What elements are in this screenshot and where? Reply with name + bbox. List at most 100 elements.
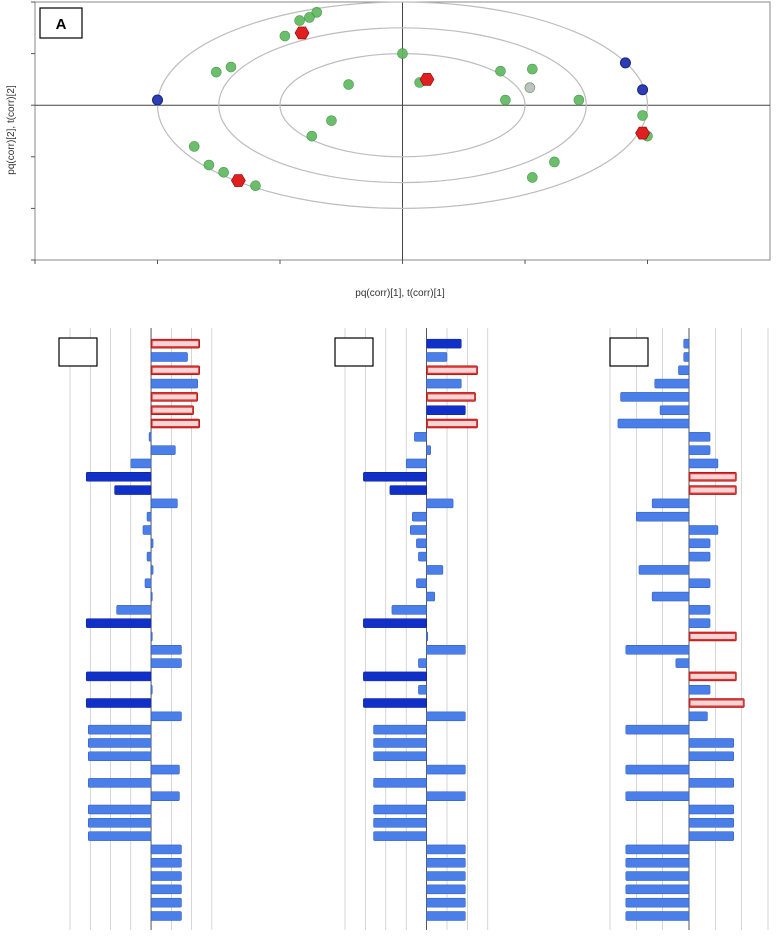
bar-6-8-dipren [625,897,690,908]
bar-apigenin [150,445,176,455]
bar-ononin [150,645,182,655]
bar-isorhamnet [373,738,427,748]
bar-6-8-dipren [150,897,182,908]
panel-a-ellipses [156,1,649,209]
bar-bergenin [651,498,690,509]
bar-highlight-4-7-epoxy [428,421,477,427]
bar-ferulic-ac [625,764,690,775]
bar-behenic-ac [410,525,427,535]
bar-p-coumaryl [418,684,427,695]
bar-chlorogeni [426,405,466,415]
bar-caffeic-ac [426,565,444,575]
bar-linoleic-a [414,432,427,442]
bar-coumarin [363,671,427,682]
bar-ursinolic-a [625,884,690,895]
bar-highlight-plamitic-a [690,633,735,639]
variable-point [250,180,261,191]
bar-highlight-naringenin [152,394,197,400]
bar-rutin [688,751,735,762]
variable-point [306,130,318,142]
bar-highlight-taxifolin [152,367,199,373]
bar-epigalloca [688,458,719,469]
bar-apigenin-7 [688,605,711,615]
bar-apigenin-7 [391,605,427,615]
bar-2-3-dehydr [426,911,466,921]
bar-ononin [625,645,690,655]
bar-apigenin-7 [116,605,152,615]
bar-naringin [416,538,427,549]
variable-point [188,141,200,152]
bar-4-methyum [675,658,690,668]
variable-point [343,79,354,90]
panel-d [609,328,769,930]
bar-4-methyum [426,871,466,881]
panel-a-ellipse [218,27,587,184]
bar-genistein [150,352,188,362]
bar-2-hydroxym [150,791,180,801]
variable-point [524,82,536,93]
bar-caffeic-ac [638,565,690,575]
variable-point [637,110,648,121]
bar-12-oxo-phy [688,818,735,828]
bar-catechin-g [87,778,152,788]
bar-stearic-ac [416,578,427,588]
bar-trifolirhi [87,831,152,841]
bar-malic-acid [426,844,466,855]
variable-point [549,156,560,168]
bar-phytol [688,551,711,562]
panel-a-ticks [31,1,648,264]
bar-linoleic-a [688,432,711,442]
bar-cinnamic-a [683,338,690,349]
bar-arachidic [688,618,711,628]
bar-isorhamnet [87,738,152,748]
bar-trifolirhi [373,831,427,841]
panel-a-letter-box [39,7,83,39]
bar-silandrin [85,472,152,482]
panel-a-letter: A [56,16,67,33]
bar-isorhamnet [389,485,427,495]
bar-apigenin [426,445,431,455]
bar-highlight-naringenin [428,394,475,400]
variable-point [573,94,585,106]
bar-plamitic-a [426,631,429,642]
variable-point [397,48,408,59]
bar-naringin [150,538,154,549]
variable-point [500,94,511,106]
bar-catechin-g [688,778,735,788]
variable-point [311,7,323,18]
bar-2-3-dehydr [150,911,182,921]
bar-rutin [373,751,427,762]
variable-point [527,172,538,183]
response-marker-pcc50 [637,84,649,96]
variable-point [203,159,215,171]
bar-oleic-acid [426,711,466,722]
bar-phytol [418,551,427,562]
bar-plamitic-a [150,631,153,642]
variable-point [211,66,222,78]
tissue-marker-roots [294,26,310,40]
bar-linoleic-a [148,432,152,442]
bar-isorhamnet [114,485,152,495]
bar-trifolirhi [688,831,735,841]
bar-catechin-g [373,778,427,788]
bar-naringenin [620,392,690,402]
bar-4-methyum [150,658,182,668]
bar-ursinolic-a [426,884,466,895]
bar-chlorogeni [659,405,690,415]
bar-highlight-chlorogeni [152,407,193,413]
variable-point [218,166,229,178]
bar-malic-acid [625,844,690,855]
bar-ferulic-ac [150,764,180,775]
panel-a-xlabel: pq(corr)[1], t(corr)[1] [355,288,445,299]
bar-apigenin [688,445,711,455]
bar-silychrist [150,378,198,389]
bar-coumaroyl [651,591,690,602]
variable-point [326,115,337,126]
bar-arachidic [363,618,427,628]
panel-a-ylabel: pq(corr)[2], t(corr)[2] [6,85,17,175]
bar-12-tridece [412,511,427,522]
bar-coumaroyl [426,591,436,602]
bar-taxifolin [678,365,690,376]
bar-phytol [146,551,152,562]
